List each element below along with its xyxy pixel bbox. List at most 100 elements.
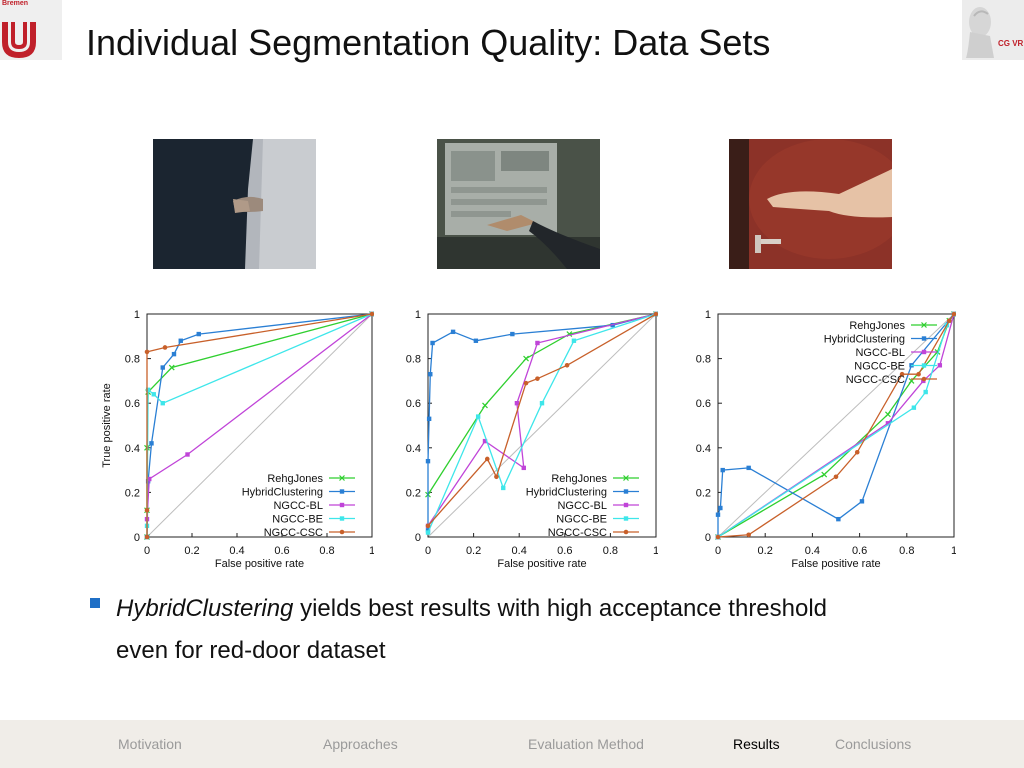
rehgjones-point xyxy=(339,475,345,481)
y-tick-label: 0 xyxy=(705,532,711,544)
x-tick-label: 0 xyxy=(144,545,150,557)
hybridclustering-point xyxy=(720,467,725,473)
hybridclustering-point xyxy=(171,351,177,357)
hybridclustering-point xyxy=(145,479,151,484)
rehgjones-point xyxy=(921,322,927,328)
ngcc-csc-point xyxy=(951,311,956,317)
plot-background xyxy=(686,300,956,575)
rehgjones-point xyxy=(821,471,828,478)
y-tick-label: 0.4 xyxy=(696,443,711,455)
x-tick-label: 0.2 xyxy=(184,545,199,557)
nav-results[interactable]: Results xyxy=(733,736,780,752)
ngcc-csc-point xyxy=(833,474,839,480)
x-tick-label: 0.4 xyxy=(805,545,820,557)
ngcc-be-point xyxy=(339,516,345,521)
hybridclustering-point xyxy=(746,465,751,471)
hybridclustering-point xyxy=(196,331,201,337)
hybridclustering-point xyxy=(473,338,479,343)
ngcc-csc-point xyxy=(564,362,570,368)
ngcc-csc-point xyxy=(715,534,721,540)
ngcc-bl-point xyxy=(521,465,526,471)
hybridclustering-point xyxy=(715,512,721,517)
ngcc-be-point xyxy=(160,401,165,406)
legend-label-ngcc-csc: NGCC-CSC xyxy=(548,527,607,539)
ngcc-bl-point xyxy=(147,476,152,482)
ngcc-be-point xyxy=(475,414,481,419)
bullet-rest: yields best results with high acceptance… xyxy=(116,595,828,664)
ngcc-bl-point xyxy=(514,401,520,406)
dataset-image-dark xyxy=(153,139,316,269)
x-axis-label: False positive rate xyxy=(497,558,586,570)
legend-label-hybridclustering: HybridClustering xyxy=(526,487,607,499)
legend-label-ngcc-bl: NGCC-BL xyxy=(273,500,323,512)
legend-label-hybridclustering: HybridClustering xyxy=(242,487,323,499)
ngcc-be-point xyxy=(911,405,917,410)
roc-chart-1: 0 0.2 0.4 0.6 0.8 1 0 0.2 0.4 0.6 0.8 1 False positi… xyxy=(96,300,374,575)
nav-conclusions[interactable]: Conclusions xyxy=(835,736,912,752)
hybridclustering-point xyxy=(160,365,165,370)
ngcc-be-point xyxy=(539,401,545,406)
nav-approaches[interactable]: Approaches xyxy=(323,736,398,752)
ngcc-be-point xyxy=(623,516,629,521)
y-tick-label: 0 xyxy=(415,532,421,544)
ngcc-csc-point xyxy=(162,345,168,350)
hybridclustering-point xyxy=(178,338,183,343)
y-tick-label: 0 xyxy=(134,532,140,544)
ngcc-bl-point xyxy=(482,438,488,444)
ngcc-csc-point xyxy=(854,449,860,455)
bust-icon xyxy=(966,7,994,58)
rehgjones-point xyxy=(482,402,488,409)
y-tick-label: 0.4 xyxy=(125,443,140,455)
rehgjones-point xyxy=(884,411,891,418)
legend-label-ngcc-be: NGCC-BE xyxy=(556,514,607,526)
legend-label-ngcc-be: NGCC-BE xyxy=(272,514,323,526)
x-axis-label: False positive rate xyxy=(791,558,880,570)
hybridclustering-line xyxy=(427,313,657,531)
bullet-emphasis: HybridClustering xyxy=(116,595,294,622)
ngcc-csc-point xyxy=(653,311,658,317)
ngcc-csc-point xyxy=(144,349,150,355)
crest-icon xyxy=(2,22,36,58)
legend-label-rehgjones: RehgJones xyxy=(551,473,607,485)
x-tick-label: 0.6 xyxy=(557,545,572,557)
hybridclustering-point xyxy=(426,416,432,422)
nav-evaluation-method[interactable]: Evaluation Method xyxy=(528,736,644,752)
nav-motivation[interactable]: Motivation xyxy=(118,736,182,752)
ngcc-csc-point xyxy=(339,529,345,535)
chance-diagonal xyxy=(427,313,657,538)
dataset-image-red-door xyxy=(729,139,892,269)
hybridclustering-point xyxy=(836,516,841,522)
ngcc-csc-point xyxy=(946,318,952,323)
ngcc-csc-point xyxy=(921,376,927,382)
y-tick-label: 0.6 xyxy=(406,398,421,410)
ngcc-csc-point xyxy=(494,474,499,480)
x-axis-label: False positive rate xyxy=(215,558,304,570)
x-tick-label: 1 xyxy=(653,545,658,557)
y-axis-label: True positive rate xyxy=(101,383,113,468)
x-tick-label: 0.4 xyxy=(512,545,527,557)
hybridclustering-point xyxy=(430,340,435,346)
plot-frame xyxy=(427,313,657,538)
hybridclustering-point xyxy=(859,499,865,504)
ngcc-csc-point xyxy=(484,456,490,462)
ngcc-bl-line xyxy=(427,313,657,527)
y-tick-label: 0.4 xyxy=(406,443,421,455)
x-tick-label: 0 xyxy=(715,545,721,557)
legend-label-ngcc-be: NGCC-BE xyxy=(854,361,905,373)
chance-diagonal xyxy=(146,313,373,538)
hybridclustering-point xyxy=(425,528,431,533)
x-tick-label: 1 xyxy=(951,545,956,557)
ngcc-bl-point xyxy=(185,452,190,457)
y-tick-label: 1 xyxy=(415,309,421,321)
ngcc-csc-point xyxy=(916,371,921,377)
bullet-marker xyxy=(90,598,100,608)
x-tick-label: 0 xyxy=(425,545,431,557)
ngcc-csc-point xyxy=(523,380,529,386)
hybridclustering-point xyxy=(921,336,927,341)
ngcc-csc-point xyxy=(746,532,751,538)
y-tick-label: 0.8 xyxy=(406,354,421,366)
footer-nav: Motivation Approaches Evaluation Method … xyxy=(0,720,1024,768)
plot-frame xyxy=(717,313,955,538)
y-tick-label: 1 xyxy=(705,309,711,321)
university-logo: Bremen xyxy=(0,0,62,60)
